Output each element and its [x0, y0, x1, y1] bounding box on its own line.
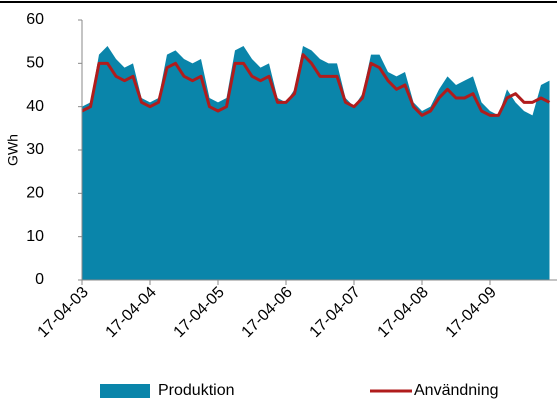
x-tick-label: 17-04-08: [375, 284, 432, 341]
y-tick-label: 0: [35, 271, 44, 288]
y-axis-label: GWh: [5, 134, 21, 166]
y-tick-label: 50: [26, 55, 44, 72]
legend-label: Användning: [414, 382, 499, 399]
y-tick-label: 40: [26, 98, 44, 115]
x-tick-label: 17-04-03: [35, 284, 92, 341]
x-tick-label: 17-04-06: [239, 284, 296, 341]
area: [82, 46, 550, 280]
line: [81, 53, 551, 117]
legend-label: Produktion: [158, 382, 235, 399]
legend-swatch: [100, 384, 150, 398]
x-tick-label: 17-04-07: [307, 284, 364, 341]
y-tick-label: 60: [26, 11, 44, 28]
y-tick-label: 30: [26, 141, 44, 158]
x-tick-label: 17-04-05: [171, 284, 228, 341]
x-tick-label: 17-04-09: [443, 284, 500, 341]
y-tick-label: 20: [26, 185, 44, 202]
y-tick-label: 10: [26, 228, 44, 245]
x-tick-label: 17-04-04: [103, 284, 160, 341]
